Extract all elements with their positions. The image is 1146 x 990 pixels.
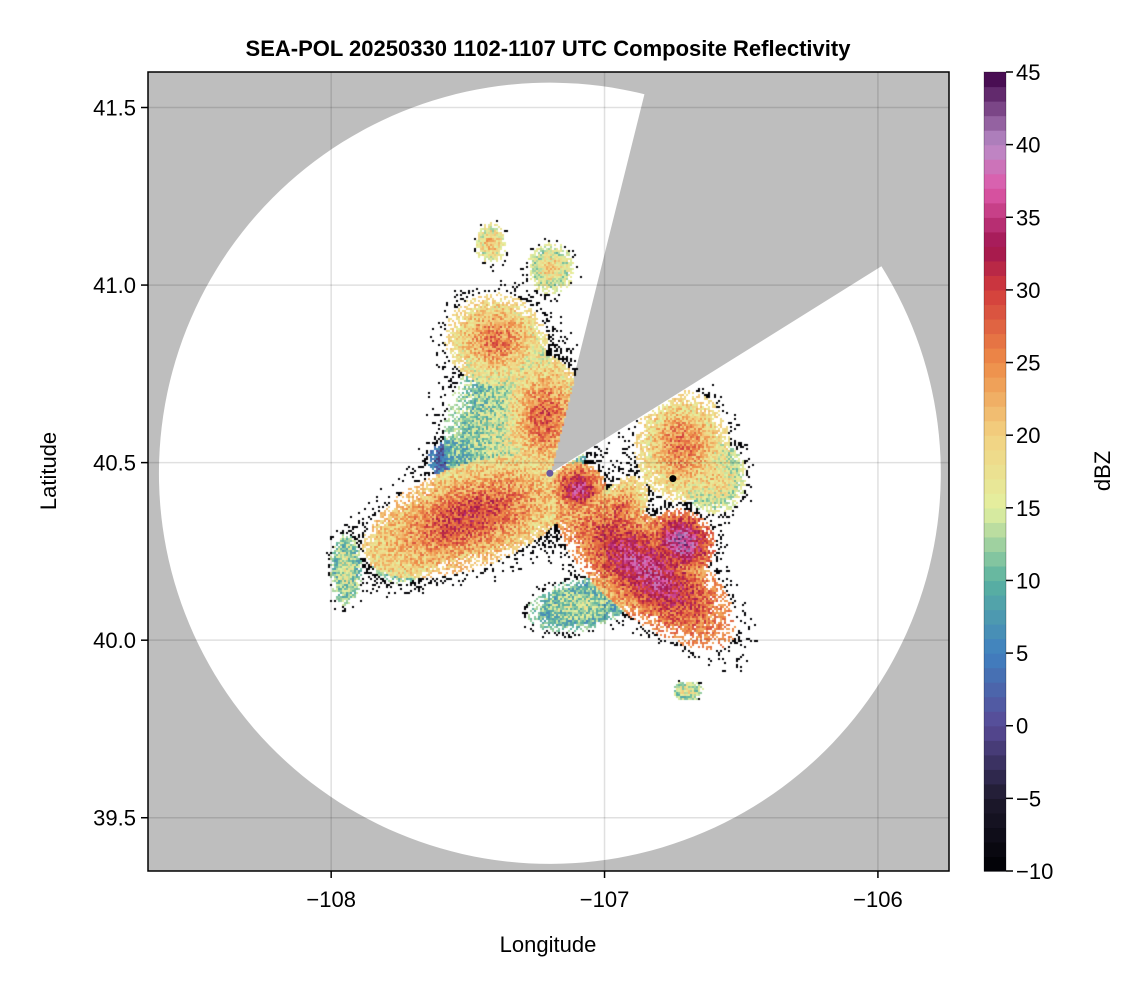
colorbar-segment — [984, 144, 1006, 160]
colorbar-segment — [984, 86, 1006, 102]
site-marker-0 — [546, 469, 554, 477]
colorbar-segment — [984, 522, 1006, 538]
colorbar-segment — [984, 827, 1006, 843]
colorbar-segment — [984, 711, 1006, 727]
grid-lines — [148, 72, 949, 871]
colorbar-segment — [984, 667, 1006, 683]
x-tick-label: −107 — [580, 887, 630, 912]
colorbar-segment — [984, 841, 1006, 858]
colorbar-segment — [984, 391, 1006, 407]
colorbar-segment — [984, 435, 1006, 451]
colorbar-segment — [984, 696, 1006, 712]
colorbar-ticks: −10 −5 0 5 10 15 20 25 30 35 40 45 — [1006, 60, 1053, 884]
colorbar-segment — [984, 420, 1006, 436]
colorbar-segment — [984, 159, 1006, 175]
colorbar-segment — [984, 594, 1006, 611]
y-tick-label: 40.0 — [93, 628, 136, 653]
colorbar-segment — [984, 580, 1006, 596]
y-tick-label: 41.0 — [93, 273, 136, 298]
colorbar-tick-label: 5 — [1016, 641, 1028, 666]
colorbar-segment — [984, 740, 1006, 756]
colorbar-segment — [984, 173, 1006, 189]
colorbar-segment — [984, 115, 1006, 131]
x-tick-label: −108 — [306, 887, 356, 912]
colorbar-segment — [984, 130, 1006, 146]
colorbar-segment — [984, 464, 1006, 480]
plot-area — [148, 72, 949, 871]
colorbar-label: dBZ — [1090, 451, 1115, 491]
colorbar-segment — [984, 754, 1006, 770]
colorbar-segment — [984, 289, 1006, 306]
colorbar-tick-label: −5 — [1016, 786, 1041, 811]
colorbar-segment — [984, 333, 1006, 349]
colorbar-segment — [984, 725, 1006, 741]
y-tick-label: 40.5 — [93, 451, 136, 476]
colorbar-tick-label: −10 — [1016, 859, 1053, 884]
x-axis-ticks: −108 −107 −106 — [306, 871, 903, 912]
colorbar-segment — [984, 304, 1006, 320]
colorbar-tick-label: 0 — [1016, 714, 1028, 739]
site-markers — [546, 469, 677, 483]
colorbar-segment — [984, 260, 1006, 276]
colorbar-segment — [984, 812, 1006, 829]
colorbar-tick-label: 10 — [1016, 568, 1040, 593]
colorbar — [983, 71, 1007, 872]
colorbar-segment — [984, 493, 1006, 509]
colorbar-tick-label: 15 — [1016, 496, 1040, 521]
colorbar-segment — [984, 188, 1006, 204]
colorbar-segment — [984, 682, 1006, 698]
y-axis-ticks: 39.5 40.0 40.5 41.0 41.5 — [93, 96, 148, 831]
y-tick-label: 39.5 — [93, 806, 136, 831]
site-marker-1 — [669, 475, 677, 483]
colorbar-segment — [984, 246, 1006, 262]
colorbar-segment — [984, 536, 1006, 552]
colorbar-segment — [984, 231, 1006, 247]
colorbar-segment — [984, 377, 1006, 393]
colorbar-segment — [984, 798, 1006, 814]
colorbar-segment — [984, 609, 1006, 625]
colorbar-tick-label: 40 — [1016, 133, 1040, 158]
colorbar-segment — [984, 551, 1006, 567]
chart-title: SEA-POL 20250330 1102-1107 UTC Composite… — [246, 36, 852, 61]
plot-frame — [147, 71, 950, 872]
colorbar-tick-label: 35 — [1016, 205, 1040, 230]
x-tick-label: −106 — [853, 887, 903, 912]
colorbar-segment — [984, 653, 1006, 669]
colorbar-segment — [984, 406, 1006, 422]
colorbar-tick-label: 20 — [1016, 423, 1040, 448]
colorbar-segment — [984, 202, 1006, 218]
colorbar-segment — [984, 217, 1006, 233]
y-axis-label: Latitude — [36, 432, 61, 510]
colorbar-tick-label: 30 — [1016, 278, 1040, 303]
colorbar-segment — [984, 856, 1006, 872]
colorbar-segment — [984, 783, 1006, 799]
colorbar-tick-label: 25 — [1016, 351, 1040, 376]
colorbar-segment — [984, 362, 1006, 378]
colorbar-segment — [984, 478, 1006, 494]
colorbar-segment — [984, 507, 1006, 523]
y-tick-label: 41.5 — [93, 96, 136, 121]
x-axis-label: Longitude — [500, 932, 597, 957]
colorbar-frame — [983, 71, 1007, 872]
colorbar-segment — [984, 449, 1006, 465]
colorbar-tick-label: 45 — [1016, 60, 1040, 85]
colorbar-segment — [984, 624, 1006, 640]
colorbar-segment — [984, 101, 1006, 117]
colorbar-segment — [984, 318, 1006, 335]
colorbar-segment — [984, 638, 1006, 654]
colorbar-segment — [984, 565, 1006, 582]
colorbar-segment — [984, 769, 1006, 785]
colorbar-segment — [984, 348, 1006, 364]
colorbar-segment — [984, 275, 1006, 291]
colorbar-segment — [984, 72, 1006, 88]
